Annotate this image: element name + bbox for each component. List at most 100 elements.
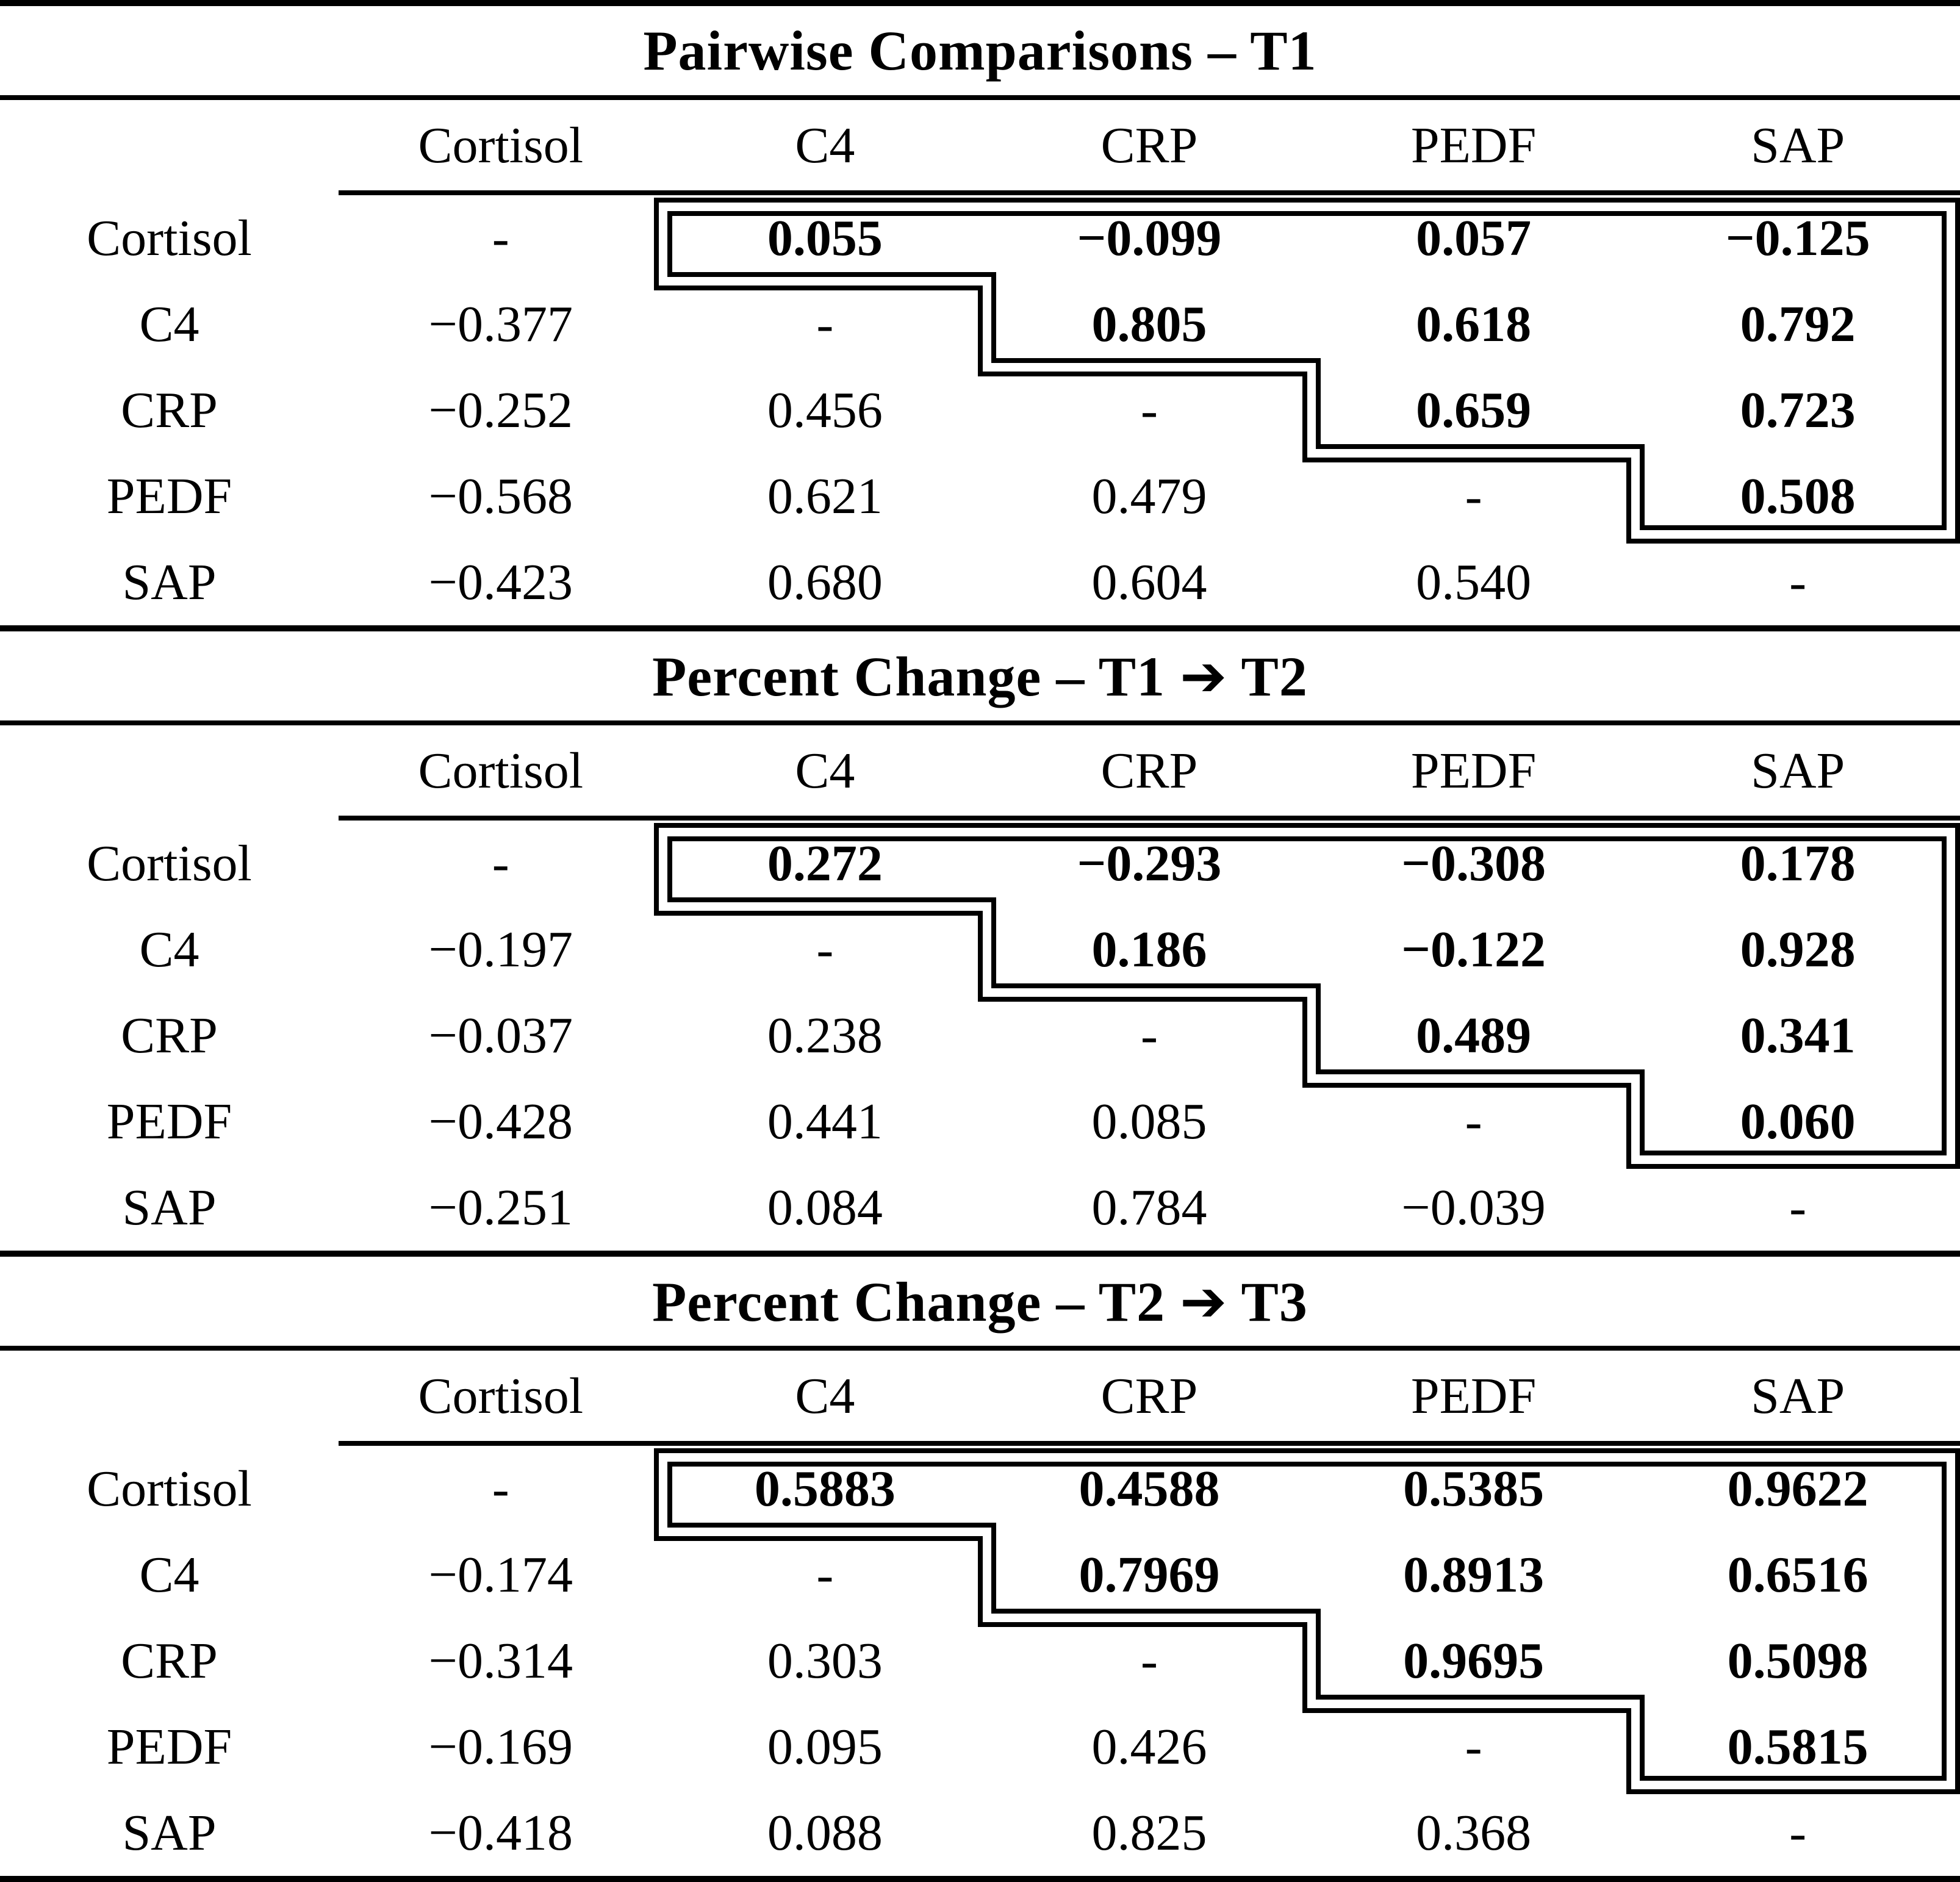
panel-percent-change-t1-t2: Percent Change – T1 ➔ T2 Cortisol C4 CRP PE… — [0, 625, 1960, 1251]
value-cell: −0.197 — [428, 921, 573, 978]
table-row: CRP −0.314 0.303 - 0.9695 0.5098 — [0, 1618, 1960, 1704]
header-underline — [339, 816, 1960, 821]
value-cell: 0.540 — [1416, 554, 1532, 611]
table-row: CRP −0.037 0.238 - 0.489 0.341 — [0, 993, 1960, 1079]
title-divider — [0, 1346, 1960, 1351]
column-header: Cortisol — [418, 117, 584, 174]
value-cell: 0.303 — [767, 1632, 883, 1689]
row-label: C4 — [139, 921, 199, 978]
value-cell: 0.680 — [767, 554, 883, 611]
value-cell: 0.272 — [767, 835, 883, 892]
title-divider — [0, 95, 1960, 100]
row-label: CRP — [121, 1007, 218, 1064]
column-header: SAP — [1751, 742, 1845, 799]
value-cell: 0.341 — [1740, 1007, 1856, 1064]
row-label: SAP — [122, 554, 217, 611]
value-cell: 0.368 — [1416, 1805, 1532, 1861]
row-label: PEDF — [106, 1719, 232, 1775]
value-cell: 0.723 — [1740, 382, 1856, 439]
value-cell: 0.489 — [1416, 1007, 1532, 1064]
value-cell: 0.784 — [1091, 1179, 1207, 1236]
table-row: CRP −0.252 0.456 - 0.659 0.723 — [0, 367, 1960, 453]
correlation-grid-t2-t3: Cortisol C4 CRP PEDF SAP Cortisol - 0.5883 0.45… — [0, 1351, 1960, 1876]
value-cell: −0.122 — [1401, 921, 1546, 978]
table-row: PEDF −0.568 0.621 0.479 - 0.508 — [0, 453, 1960, 539]
value-cell: −0.251 — [428, 1179, 573, 1236]
value-cell: 0.9622 — [1727, 1460, 1868, 1517]
value-cell: −0.039 — [1401, 1179, 1546, 1236]
value-cell: 0.659 — [1416, 382, 1532, 439]
value-cell: −0.252 — [428, 382, 573, 439]
column-header: PEDF — [1410, 117, 1537, 174]
column-header: CRP — [1100, 1367, 1198, 1424]
value-cell: 0.178 — [1740, 835, 1856, 892]
column-header: SAP — [1751, 1367, 1845, 1424]
diagonal-cell: - — [1140, 382, 1158, 439]
table-title-pairwise-t1: Pairwise Comparisons – T1 — [643, 20, 1317, 82]
row-label: CRP — [121, 382, 218, 439]
table-row: SAP −0.418 0.088 0.825 0.368 - — [0, 1790, 1960, 1876]
column-header: SAP — [1751, 117, 1845, 174]
panel-pairwise-t1: Pairwise Comparisons – T1 Cortisol C4 CRP P… — [0, 0, 1960, 625]
value-cell: −0.418 — [428, 1805, 573, 1861]
column-header: Cortisol — [418, 742, 584, 799]
value-cell: 0.4588 — [1079, 1460, 1220, 1517]
value-cell: 0.186 — [1091, 921, 1207, 978]
diagonal-cell: - — [816, 921, 834, 978]
table-row: C4 −0.174 - 0.7969 0.8913 0.6516 — [0, 1532, 1960, 1618]
value-cell: 0.426 — [1091, 1719, 1207, 1775]
value-cell: 0.479 — [1091, 468, 1207, 525]
column-header: PEDF — [1410, 742, 1537, 799]
value-cell: −0.568 — [428, 468, 573, 525]
column-header: C4 — [795, 117, 855, 174]
value-cell: −0.037 — [428, 1007, 573, 1064]
value-cell: 0.805 — [1091, 296, 1207, 353]
column-header: CRP — [1100, 742, 1198, 799]
value-cell: −0.377 — [428, 296, 573, 353]
row-label: PEDF — [106, 468, 232, 525]
value-cell: 0.060 — [1740, 1093, 1856, 1150]
diagonal-cell: - — [1789, 554, 1807, 611]
diagonal-cell: - — [816, 1546, 834, 1603]
row-label: CRP — [121, 1632, 218, 1689]
column-header: C4 — [795, 1367, 855, 1424]
value-cell: 0.825 — [1091, 1805, 1207, 1861]
value-cell: 0.238 — [767, 1007, 883, 1064]
column-header-row: Cortisol C4 CRP PEDF SAP — [0, 725, 1960, 816]
panel-percent-change-t2-t3: Percent Change – T2 ➔ T3 Cortisol C4 CRP PE… — [0, 1251, 1960, 1882]
table-row: C4 −0.377 - 0.805 0.618 0.792 — [0, 281, 1960, 367]
table-body: Cortisol - 0.272 −0.293 −0.308 0.178 C4 −0.197 -… — [0, 821, 1960, 1251]
table-body: Cortisol - 0.5883 0.4588 0.5385 0.9622 C4 −0.17… — [0, 1446, 1960, 1876]
row-label: Cortisol — [87, 1460, 252, 1517]
value-cell: 0.508 — [1740, 468, 1856, 525]
value-cell: 0.792 — [1740, 296, 1856, 353]
table-row: SAP −0.251 0.084 0.784 −0.039 - — [0, 1165, 1960, 1251]
value-cell: −0.174 — [428, 1546, 573, 1603]
value-cell: 0.5385 — [1403, 1460, 1545, 1517]
value-cell: 0.8913 — [1403, 1546, 1545, 1603]
table-row: SAP −0.423 0.680 0.604 0.540 - — [0, 539, 1960, 625]
title-divider — [0, 720, 1960, 725]
table-row: PEDF −0.169 0.095 0.426 - 0.5815 — [0, 1704, 1960, 1790]
table-body: Cortisol - 0.055 −0.099 0.057 −0.125 C4 −0.377 -… — [0, 195, 1960, 625]
table-row: Cortisol - 0.5883 0.4588 0.5385 0.9622 — [0, 1446, 1960, 1532]
row-label: SAP — [122, 1179, 217, 1236]
column-header: C4 — [795, 742, 855, 799]
value-cell: 0.6516 — [1727, 1546, 1868, 1603]
value-cell: 0.095 — [767, 1719, 883, 1775]
value-cell: 0.604 — [1091, 554, 1207, 611]
row-label: C4 — [139, 1546, 199, 1603]
column-header: PEDF — [1410, 1367, 1537, 1424]
diagonal-cell: - — [1465, 1093, 1482, 1150]
diagonal-cell: - — [1140, 1007, 1158, 1064]
table-row: C4 −0.197 - 0.186 −0.122 0.928 — [0, 907, 1960, 993]
value-cell: 0.618 — [1416, 296, 1532, 353]
value-cell: −0.423 — [428, 554, 573, 611]
diagonal-cell: - — [1789, 1179, 1807, 1236]
value-cell: 0.057 — [1416, 210, 1532, 267]
value-cell: −0.293 — [1077, 835, 1222, 892]
value-cell: 0.085 — [1091, 1093, 1207, 1150]
value-cell: 0.621 — [767, 468, 883, 525]
value-cell: 0.084 — [767, 1179, 883, 1236]
